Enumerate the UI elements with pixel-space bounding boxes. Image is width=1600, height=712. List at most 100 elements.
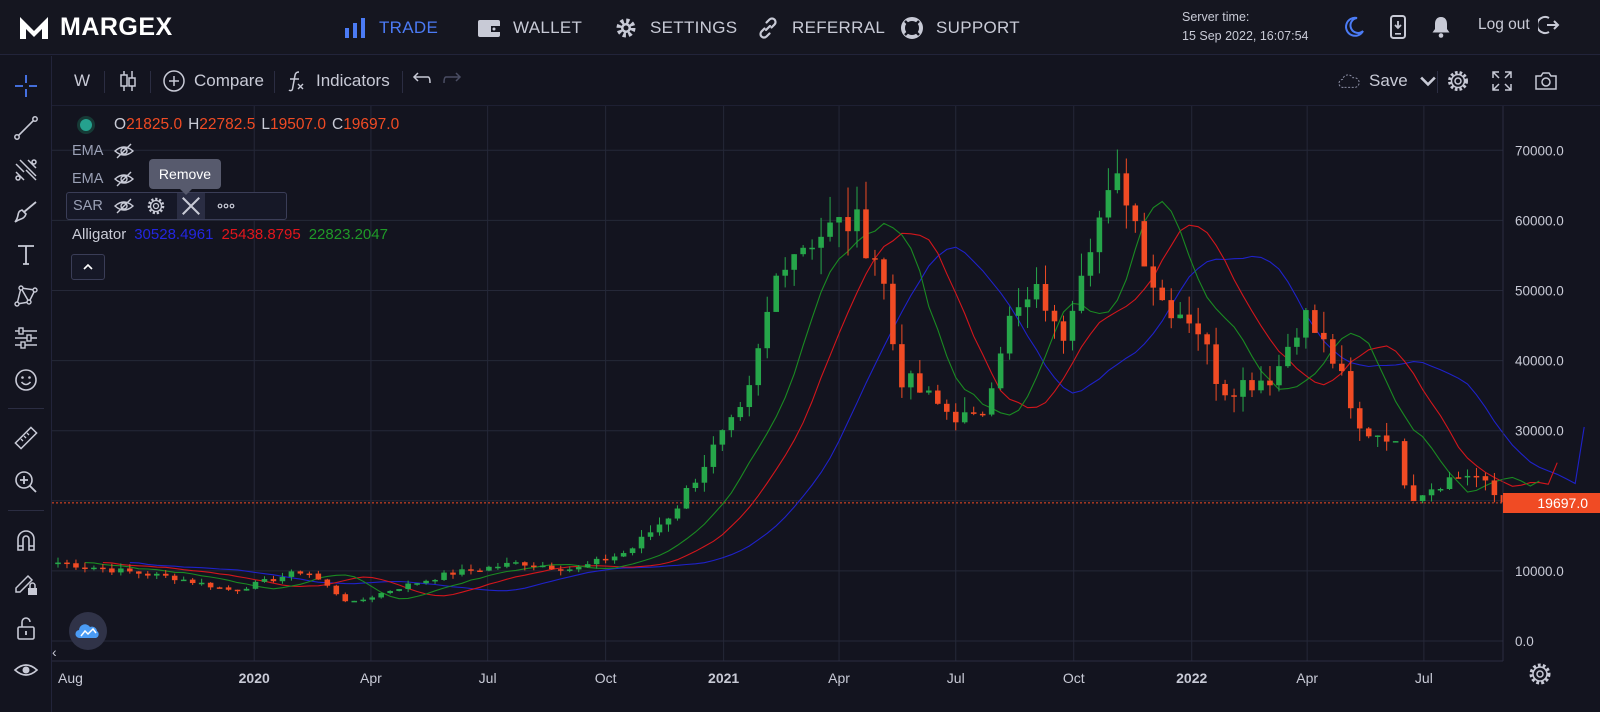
candle-body	[1365, 428, 1372, 437]
toolbar-divider	[104, 71, 105, 93]
screenshot-button[interactable]	[1534, 66, 1558, 96]
candle-body	[1419, 495, 1426, 502]
ema-2-label: EMA	[72, 171, 104, 187]
close-icon	[181, 197, 200, 215]
candle-body	[297, 571, 304, 574]
candle-body	[369, 597, 375, 600]
crosshair-tool[interactable]	[10, 70, 42, 102]
candle-body	[800, 247, 806, 255]
gear-icon	[616, 18, 636, 38]
price-tick-label: 40000.0	[1515, 354, 1564, 369]
price-chart[interactable]: 0.010000.020000.030000.040000.050000.060…	[52, 106, 1600, 712]
candle-body	[1321, 332, 1327, 340]
text-tool[interactable]	[10, 238, 42, 270]
candle-body	[225, 587, 232, 590]
measure-tool[interactable]	[10, 422, 42, 454]
indicator-alligator[interactable]: Alligator 30528.4961 25438.8795 22823.20…	[72, 226, 388, 243]
link-icon	[759, 17, 777, 39]
magnet-tool[interactable]	[10, 524, 42, 556]
tradingview-logo[interactable]	[69, 612, 107, 650]
candle-body	[1177, 314, 1183, 319]
bell-icon[interactable]	[1428, 14, 1454, 40]
price-tick-label: 10000.0	[1515, 564, 1564, 579]
logout-button[interactable]: Log out	[1478, 14, 1560, 36]
candle-body	[333, 585, 340, 595]
candle-body	[1204, 334, 1210, 345]
candle-body	[1446, 477, 1453, 489]
compare-button[interactable]: Compare	[162, 66, 264, 96]
price-tick-label: 60000.0	[1515, 213, 1564, 228]
candle-body	[988, 388, 995, 415]
zoom-in-tool[interactable]	[10, 466, 42, 498]
undo-button[interactable]	[408, 66, 432, 96]
candle-body	[73, 563, 79, 568]
margex-logo[interactable]: MARGEX	[18, 11, 173, 43]
nav-wallet[interactable]: WALLET	[477, 14, 582, 42]
eye-off-icon[interactable]	[113, 195, 135, 217]
pattern-tool[interactable]	[10, 280, 42, 312]
candle-body	[441, 572, 447, 580]
top-navigation: MARGEX TRADE WALLET SETTINGS REFERRAL SU…	[0, 0, 1600, 55]
candle-body	[468, 569, 474, 571]
interval-button[interactable]: W	[74, 66, 90, 96]
candle-body	[755, 348, 762, 386]
chart-type-button[interactable]	[116, 66, 140, 96]
save-button[interactable]: Save	[1337, 66, 1440, 96]
redo-button[interactable]	[442, 66, 466, 96]
candle-body	[1312, 310, 1318, 333]
candle-body	[1195, 323, 1201, 335]
candle-body	[764, 311, 771, 349]
emoji-tool[interactable]	[10, 364, 42, 396]
candle-body	[1339, 363, 1345, 372]
candle-body	[701, 466, 708, 483]
candle-body	[926, 390, 932, 393]
candle-body	[1240, 380, 1246, 397]
candle-body	[127, 568, 133, 572]
time-tick-label: 2020	[239, 670, 270, 686]
nav-support[interactable]: SUPPORT	[900, 14, 1020, 42]
candle-body	[306, 573, 313, 576]
open-value: 21825.0	[126, 116, 183, 133]
gear-icon[interactable]	[145, 195, 167, 217]
prediction-tool[interactable]	[10, 322, 42, 354]
candle-body	[1060, 321, 1067, 341]
candle-body	[1222, 383, 1228, 396]
axis-settings-gear-icon[interactable]	[1527, 661, 1553, 687]
candle-body	[216, 587, 223, 589]
trend-line-tool[interactable]	[10, 112, 42, 144]
fullscreen-button[interactable]	[1490, 66, 1514, 96]
nav-settings[interactable]: SETTINGS	[614, 14, 737, 42]
indicator-ema-2[interactable]: EMA	[72, 168, 135, 190]
lock-drawing-tool[interactable]	[10, 568, 42, 600]
candle-body	[360, 599, 367, 602]
indicators-button[interactable]: Indicators	[284, 66, 390, 96]
candle-body	[136, 571, 142, 574]
chart-settings-button[interactable]	[1446, 66, 1470, 96]
nav-referral[interactable]: REFERRAL	[756, 14, 885, 42]
lock-tool[interactable]	[10, 612, 42, 644]
chart-pane[interactable]: 0.010000.020000.030000.040000.050000.060…	[52, 106, 1600, 712]
eye-off-icon[interactable]	[113, 168, 135, 190]
candle-body	[1114, 173, 1121, 191]
eye-off-icon[interactable]	[113, 140, 135, 162]
collapse-legend-button[interactable]	[71, 254, 105, 280]
moon-icon[interactable]	[1341, 14, 1367, 40]
fib-tool[interactable]	[10, 154, 42, 186]
candle-body	[1069, 310, 1076, 341]
server-time-label: Server time:	[1182, 10, 1250, 24]
brand-name: MARGEX	[60, 12, 173, 41]
visibility-tool[interactable]	[10, 654, 42, 686]
nav-trade[interactable]: TRADE	[343, 14, 438, 42]
text-icon	[18, 245, 34, 265]
candle-body	[1231, 395, 1237, 397]
candle-body	[1347, 371, 1354, 409]
more-icon[interactable]	[215, 195, 237, 217]
remove-indicator-button[interactable]	[176, 193, 205, 219]
candle-body	[935, 390, 941, 404]
indicator-ema-1[interactable]: EMA	[72, 140, 135, 162]
brush-tool[interactable]	[10, 196, 42, 228]
time-tick-label: Jul	[1415, 670, 1433, 686]
indicator-sar[interactable]: SAR	[66, 192, 287, 220]
mobile-download-icon[interactable]	[1385, 14, 1411, 40]
collapse-toolbar-arrow[interactable]: ‹	[52, 644, 57, 660]
